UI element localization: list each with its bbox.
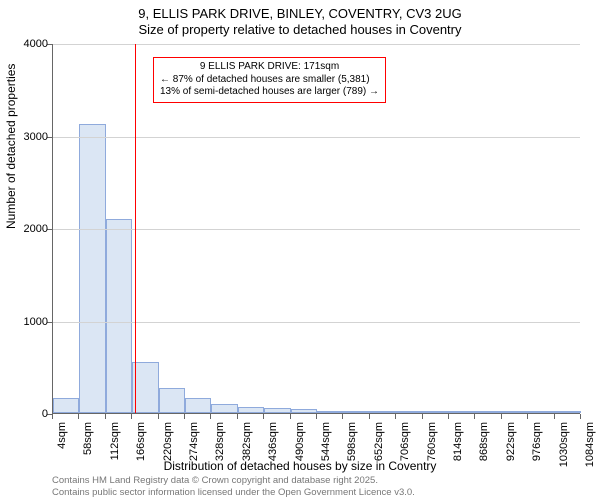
- x-tick: [158, 414, 159, 419]
- histogram-bar: [211, 404, 237, 413]
- y-tick-label: 4000: [24, 38, 48, 50]
- x-axis-label: Distribution of detached houses by size …: [0, 459, 600, 473]
- histogram-chart: 9 ELLIS PARK DRIVE: 171sqm ← 87% of deta…: [52, 44, 580, 414]
- histogram-bar: [106, 219, 132, 413]
- histogram-bar: [291, 409, 317, 413]
- x-tick: [263, 414, 264, 419]
- y-tick-label: 1000: [24, 316, 48, 328]
- x-tick: [395, 414, 396, 419]
- histogram-bar: [185, 398, 211, 413]
- y-tick-label: 0: [42, 408, 48, 420]
- histogram-bar: [132, 362, 158, 413]
- histogram-bar: [502, 411, 528, 413]
- annotation-line3: 13% of semi-detached houses are larger (…: [160, 86, 379, 99]
- x-tick: [527, 414, 528, 419]
- x-tick: [580, 414, 581, 419]
- y-tick-label: 3000: [24, 131, 48, 143]
- x-tick: [237, 414, 238, 419]
- reference-line: [135, 44, 136, 413]
- x-tick: [316, 414, 317, 419]
- x-tick: [554, 414, 555, 419]
- histogram-bar: [555, 411, 581, 413]
- histogram-bar: [423, 411, 449, 413]
- x-tick: [52, 414, 53, 419]
- histogram-bar: [475, 411, 501, 413]
- x-tick: [78, 414, 79, 419]
- annotation-line1: 9 ELLIS PARK DRIVE: 171sqm: [160, 61, 379, 74]
- x-tick: [184, 414, 185, 419]
- footer-attribution: Contains HM Land Registry data © Crown c…: [52, 475, 415, 498]
- histogram-bar: [238, 407, 264, 413]
- annotation-line2: ← 87% of detached houses are smaller (5,…: [160, 74, 379, 87]
- x-tick: [210, 414, 211, 419]
- x-tick: [105, 414, 106, 419]
- x-tick: [342, 414, 343, 419]
- page-subtitle: Size of property relative to detached ho…: [0, 22, 600, 37]
- footer-line2: Contains public sector information licen…: [52, 487, 415, 498]
- x-tick: [474, 414, 475, 419]
- histogram-bar: [264, 408, 290, 413]
- histogram-bar: [528, 411, 554, 413]
- gridline: [53, 44, 580, 45]
- y-tick-label: 2000: [24, 223, 48, 235]
- gridline: [53, 322, 580, 323]
- x-tick: [131, 414, 132, 419]
- x-tick: [448, 414, 449, 419]
- histogram-bar: [53, 398, 79, 413]
- gridline: [53, 229, 580, 230]
- histogram-bar: [79, 124, 105, 413]
- x-tick: [501, 414, 502, 419]
- footer-line1: Contains HM Land Registry data © Crown c…: [52, 475, 415, 486]
- x-tick: [290, 414, 291, 419]
- histogram-bar: [449, 411, 475, 413]
- y-axis-label: Number of detached properties: [4, 64, 18, 229]
- histogram-bar: [317, 411, 343, 413]
- histogram-bar: [343, 411, 369, 413]
- histogram-bar: [370, 411, 396, 413]
- page-title: 9, ELLIS PARK DRIVE, BINLEY, COVENTRY, C…: [0, 6, 600, 21]
- histogram-bar: [159, 388, 185, 413]
- x-tick: [422, 414, 423, 419]
- gridline: [53, 137, 580, 138]
- annotation-box: 9 ELLIS PARK DRIVE: 171sqm ← 87% of deta…: [153, 57, 386, 103]
- histogram-bar: [396, 411, 422, 413]
- x-tick: [369, 414, 370, 419]
